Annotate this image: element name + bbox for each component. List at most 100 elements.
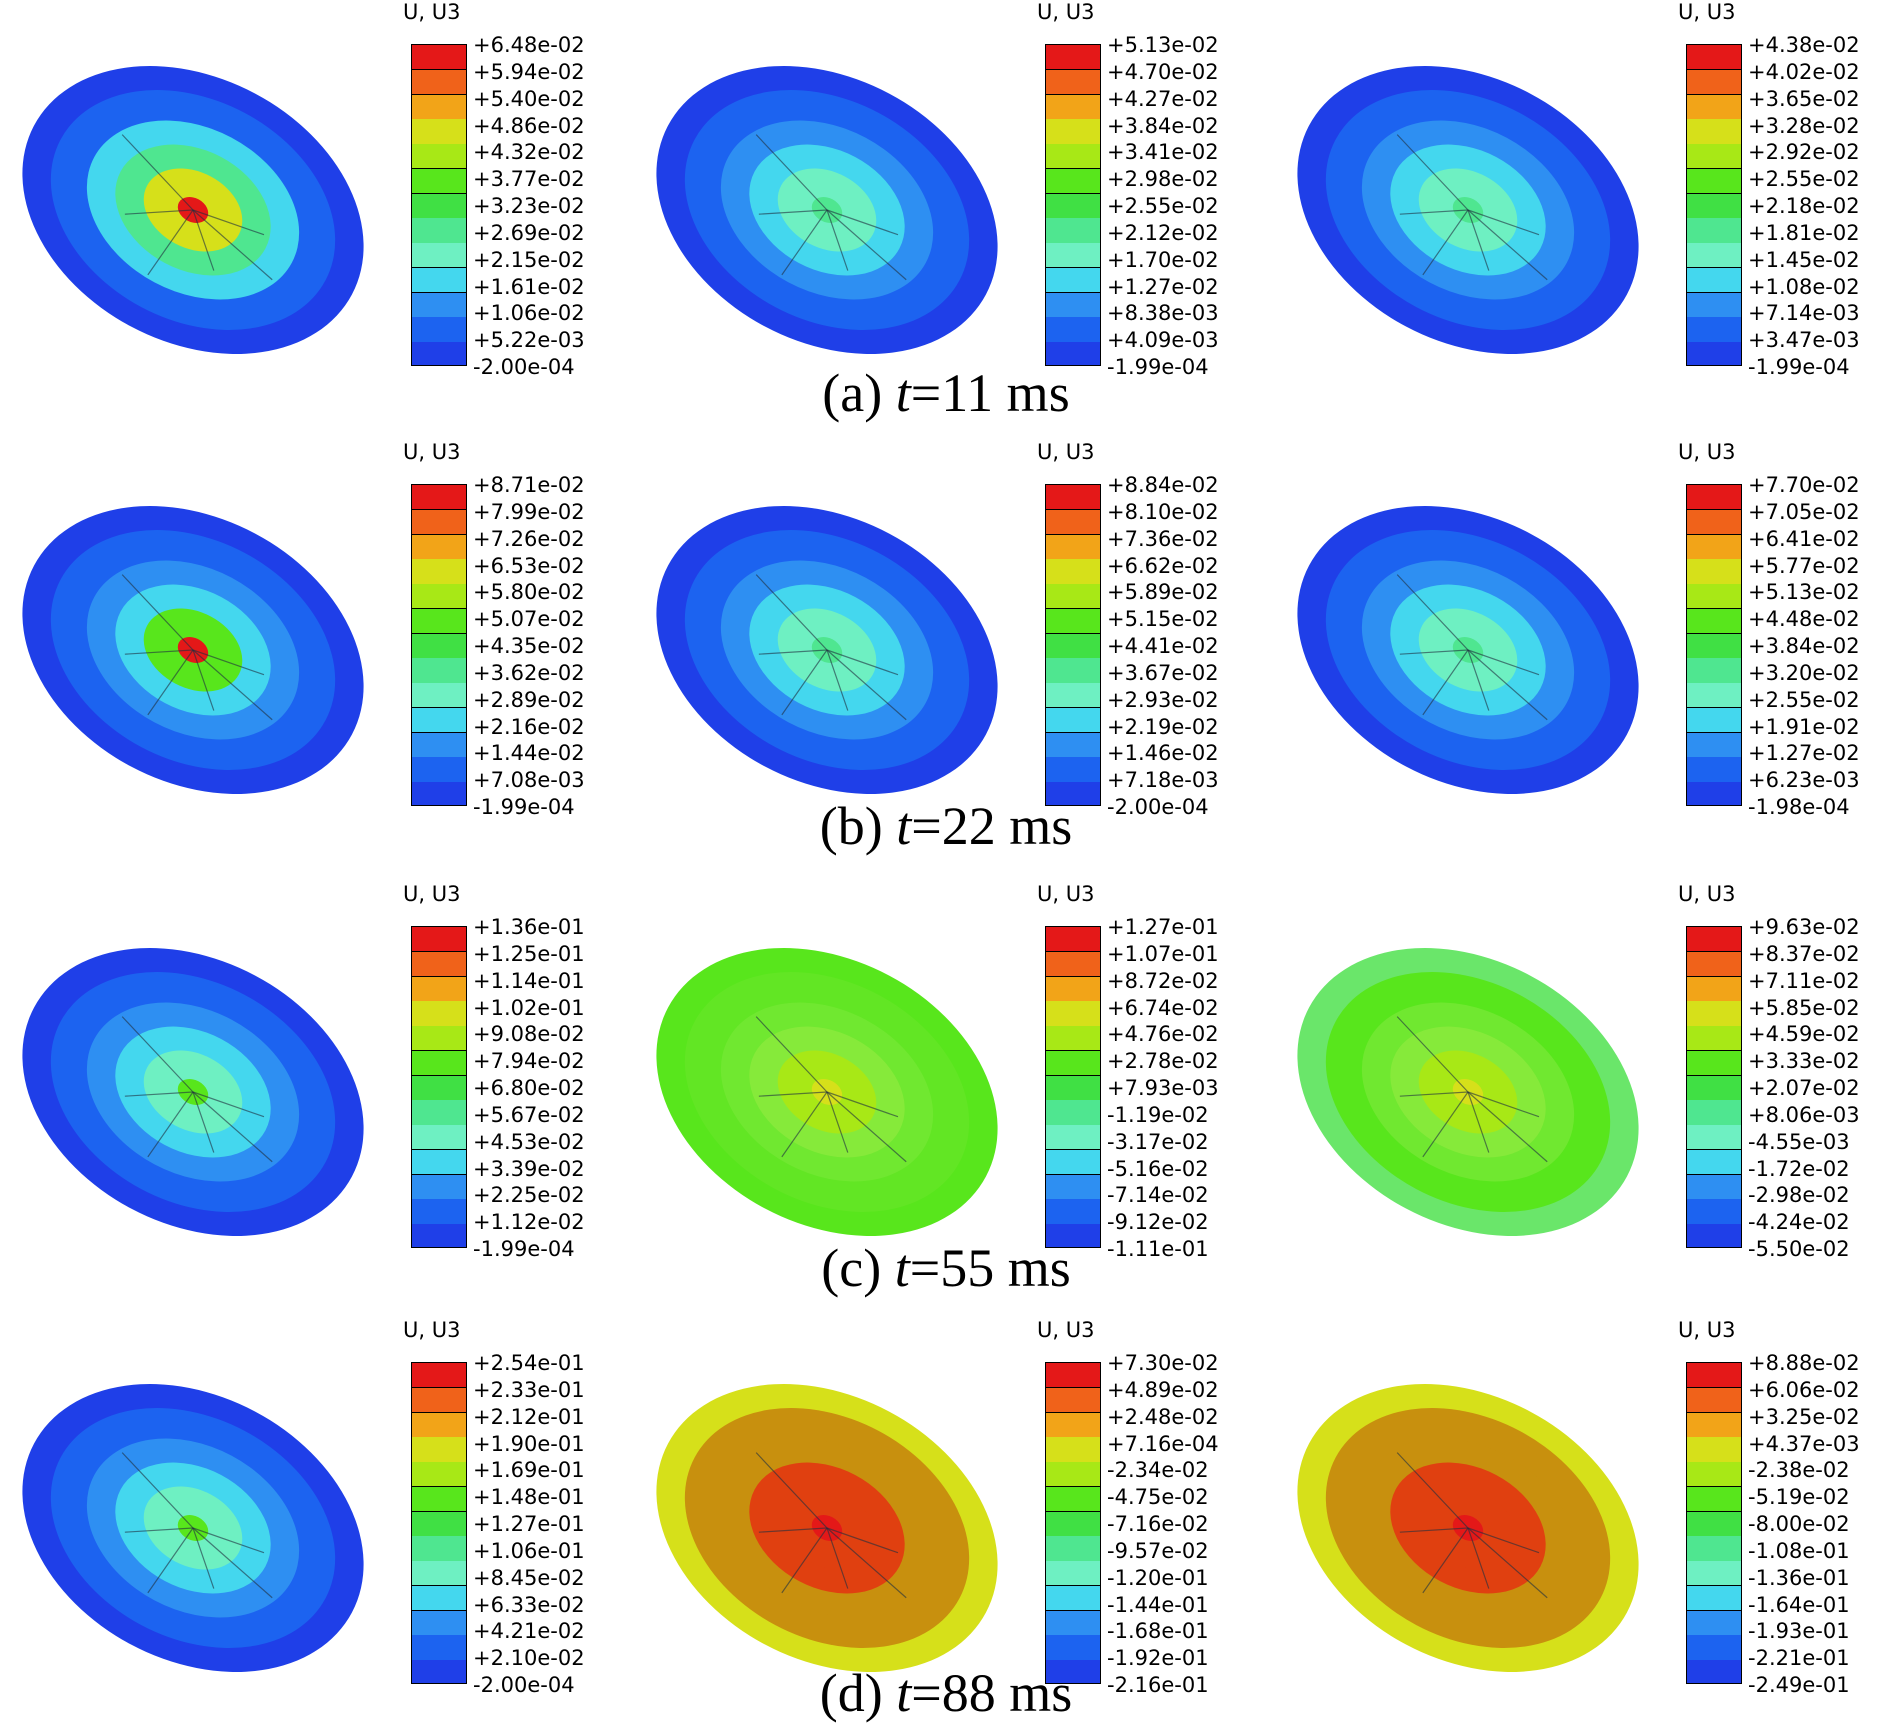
crack-line	[1467, 649, 1548, 721]
legend-tick-label: +7.11e-02	[1748, 968, 1860, 993]
caption-time-variable: t	[896, 796, 912, 856]
legend-tick-label: +2.16e-02	[473, 714, 585, 739]
legend-tick-label: +8.10e-02	[1107, 499, 1219, 524]
legend-color-segment	[1687, 1585, 1741, 1612]
legend-tick-label: +4.48e-02	[1748, 607, 1860, 632]
legend-color-segment	[412, 144, 466, 170]
legend-tick-label: -5.19e-02	[1748, 1485, 1850, 1510]
legend-tick-label: +1.90e-01	[473, 1431, 585, 1456]
legend-color-segment	[1687, 218, 1741, 244]
legend-tick-label: +2.55e-02	[1748, 167, 1860, 192]
legend-tick-label: -1.99e-04	[1748, 355, 1850, 379]
legend-tick-label: +4.59e-02	[1748, 1022, 1860, 1047]
legend-tick-label: +1.08e-02	[1748, 274, 1860, 299]
legend-tick-label: +7.05e-02	[1748, 499, 1860, 524]
legend-tick-label: +2.19e-02	[1107, 714, 1219, 739]
legend-tick-label: +5.77e-02	[1748, 553, 1860, 578]
legend-color-segment	[1046, 1363, 1100, 1389]
legend-title: U, U3	[1037, 0, 1095, 24]
legend-color-segment	[412, 1585, 466, 1612]
legend-color-segment	[1687, 1100, 1741, 1126]
legend-color-segment	[1046, 707, 1100, 734]
legend-tick-label: -1.98e-04	[1748, 795, 1850, 819]
legend-tick-label: -1.11e-01	[1107, 1237, 1209, 1261]
legend-tick-label: +8.71e-02	[473, 473, 585, 497]
legend-tick-label: +6.53e-02	[473, 553, 585, 578]
legend-tick-label: +8.37e-02	[1748, 941, 1860, 966]
legend-tick-label: +5.89e-02	[1107, 580, 1219, 605]
legend-tick-label: -1.92e-01	[1107, 1646, 1209, 1671]
legend-color-segment	[412, 218, 466, 244]
legend-tick-label: -1.68e-01	[1107, 1619, 1209, 1644]
legend-color-segment	[412, 1125, 466, 1151]
legend-title: U, U3	[1678, 1318, 1736, 1342]
legend-color-segment	[1046, 69, 1100, 96]
legend-color-segment	[1046, 267, 1100, 294]
legend-color-segment	[412, 584, 466, 610]
legend-color-segment	[1046, 509, 1100, 536]
crack-line	[192, 1527, 265, 1554]
crack-line	[758, 1091, 828, 1097]
crack-line	[781, 1527, 828, 1594]
legend-tick-label: -2.00e-04	[473, 355, 575, 379]
legend-color-segment	[1046, 1125, 1100, 1151]
legend-tick-label: +2.48e-02	[1107, 1404, 1219, 1429]
legend-color-segment	[412, 168, 466, 195]
legend-color-segment	[1046, 1149, 1100, 1176]
legend-tick-label: -8.00e-02	[1748, 1512, 1850, 1536]
caption-label: (b)	[819, 796, 897, 856]
legend-tick-label: +6.41e-02	[1748, 526, 1860, 551]
legend-color-segment	[1046, 608, 1100, 635]
legend-color-segment	[1046, 658, 1100, 684]
disk-contour-plot	[22, 506, 364, 794]
legend-tick-label: +4.86e-02	[473, 113, 585, 138]
legend-color-segment	[412, 732, 466, 758]
legend-color-segment	[1046, 1050, 1100, 1077]
row-caption: (c) t=55 ms	[0, 1237, 1892, 1299]
legend-color-segment	[1687, 69, 1741, 96]
legend-title: U, U3	[1678, 440, 1736, 464]
contour-legend: U, U3 +8.84e-02 +8.10e-02 +7.36e-02 +6.62e-0…	[1037, 440, 1277, 840]
legend-tick-label: +5.40e-02	[473, 86, 585, 111]
legend-color-segment	[412, 1635, 466, 1661]
legend-color-segment	[1046, 243, 1100, 269]
crack-line	[781, 209, 828, 276]
legend-tick-label: +2.92e-02	[1748, 140, 1860, 165]
legend-color-bar	[1045, 484, 1101, 806]
legend-color-segment	[1687, 1635, 1741, 1661]
legend-color-segment	[412, 94, 466, 120]
legend-color-segment	[1687, 193, 1741, 219]
crack-line	[1399, 1091, 1469, 1097]
legend-color-segment	[1046, 757, 1100, 783]
legend-color-segment	[1046, 119, 1100, 145]
legend-tick-label: +1.27e-01	[1107, 915, 1219, 939]
legend-tick-label: +1.45e-02	[1748, 247, 1860, 272]
legend-color-segment	[1687, 243, 1741, 269]
legend-tick-label: +2.10e-02	[473, 1646, 585, 1671]
contour-legend: U, U3 +7.30e-02 +4.89e-02 +2.48e-02 +7.16e-0…	[1037, 1318, 1277, 1718]
legend-tick-label: +3.84e-02	[1107, 113, 1219, 138]
legend-color-segment	[1687, 144, 1741, 170]
legend-color-segment	[412, 976, 466, 1002]
legend-color-segment	[1687, 1437, 1741, 1463]
contour-panel-1-1: U, U3 +8.84e-02 +8.10e-02 +7.36e-02 +6.62e-0…	[642, 440, 1272, 840]
crack-line	[121, 574, 194, 651]
disk-contour-plot	[656, 66, 998, 354]
legend-color-segment	[1046, 1075, 1100, 1101]
legend-tick-label: +4.09e-03	[1107, 328, 1219, 353]
crack-line	[1396, 1016, 1469, 1093]
legend-tick-label: +9.08e-02	[473, 1022, 585, 1047]
legend-tick-label: -3.17e-02	[1107, 1129, 1209, 1154]
contour-legend: U, U3 +8.88e-02 +6.06e-02 +3.25e-02 +4.37e-0…	[1678, 1318, 1892, 1718]
legend-title: U, U3	[1037, 440, 1095, 464]
crack-line	[192, 1091, 215, 1153]
legend-color-segment	[1687, 1511, 1741, 1537]
legend-color-segment	[1687, 94, 1741, 120]
legend-color-segment	[1687, 1363, 1741, 1389]
legend-tick-label: +4.76e-02	[1107, 1022, 1219, 1047]
legend-tick-label: +1.25e-01	[473, 941, 585, 966]
legend-color-segment	[1687, 1026, 1741, 1052]
row-caption: (a) t=11 ms	[0, 362, 1892, 424]
crack-line	[192, 649, 273, 721]
crack-line	[124, 209, 194, 215]
